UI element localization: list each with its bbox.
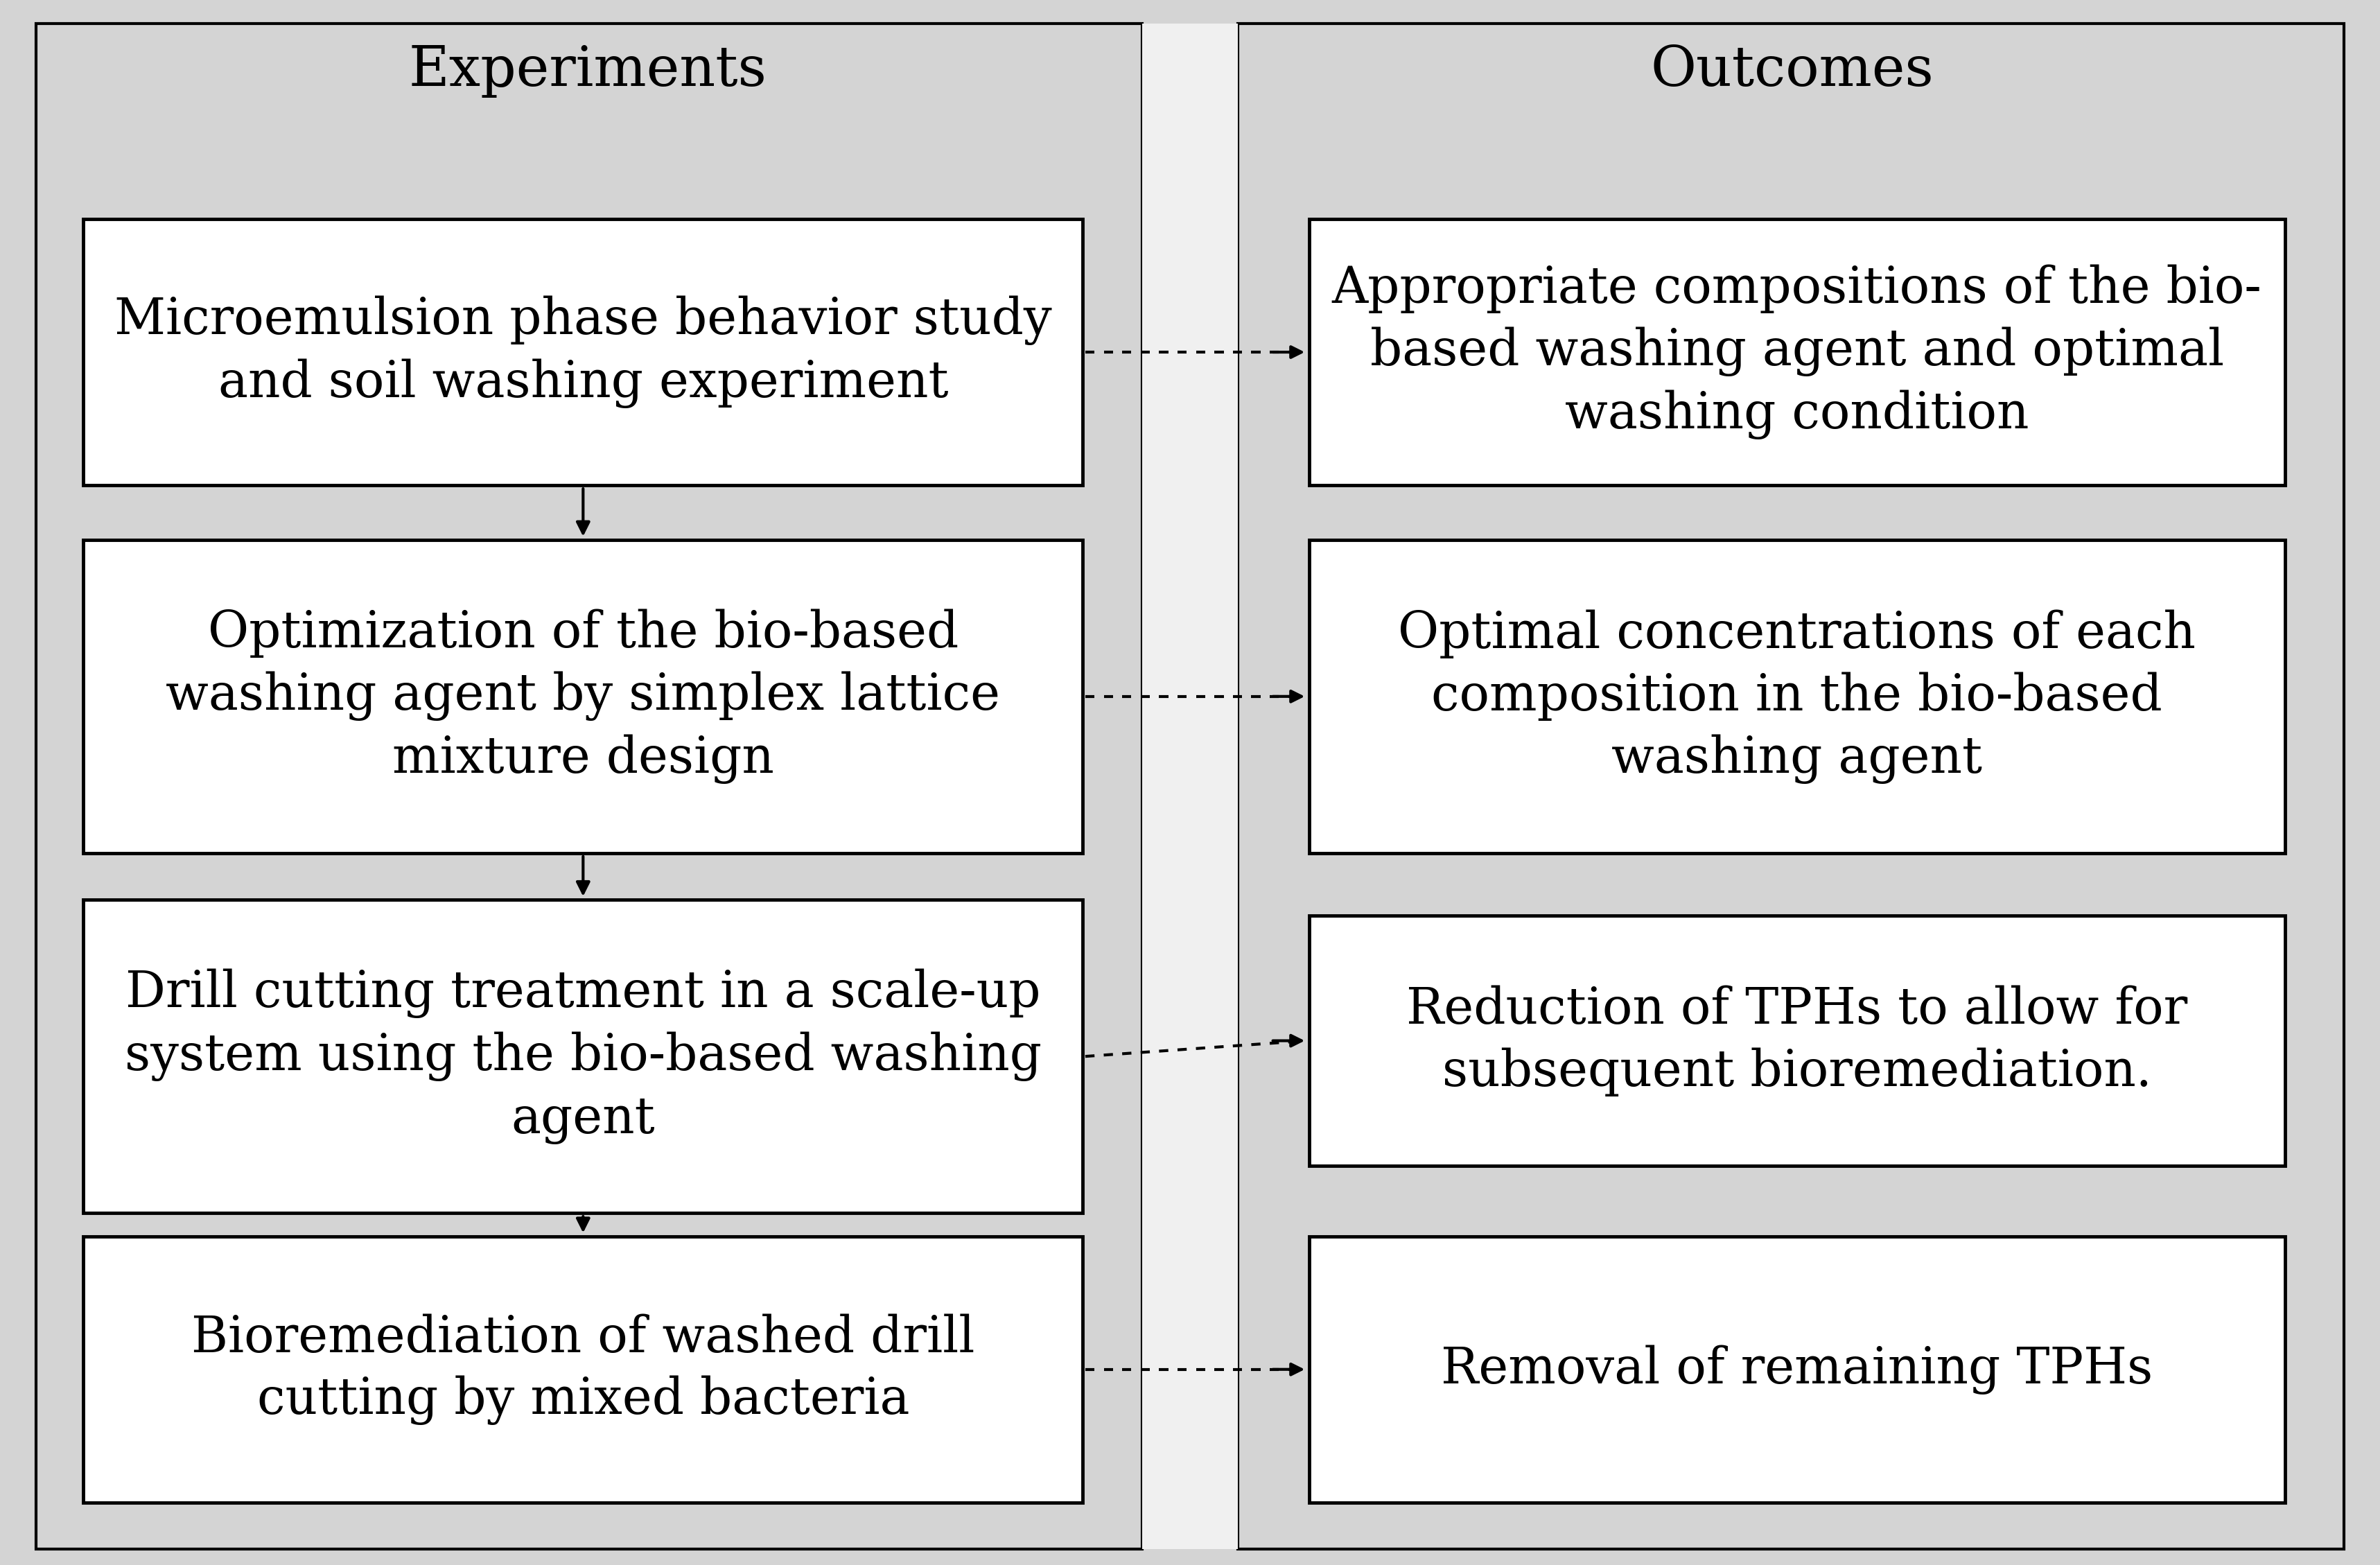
Bar (83, 540, 1083, 853)
Bar (83, 900, 1083, 1213)
Bar (83, 219, 1083, 485)
Text: Drill cutting treatment in a scale-up
system using the bio-based washing
agent: Drill cutting treatment in a scale-up sy… (124, 969, 1042, 1144)
Text: Optimal concentrations of each
composition in the bio-based
washing agent: Optimal concentrations of each compositi… (1397, 609, 2197, 784)
Bar (1238, 23, 2344, 1549)
Text: Bioremediation of washed drill
cutting by mixed bacteria: Bioremediation of washed drill cutting b… (190, 1313, 976, 1426)
Text: Removal of remaining TPHs: Removal of remaining TPHs (1440, 1344, 2154, 1394)
Bar (1309, 219, 2285, 485)
Text: Appropriate compositions of the bio-
based washing agent and optimal
washing con: Appropriate compositions of the bio- bas… (1333, 264, 2261, 440)
Text: Optimization of the bio-based
washing agent by simplex lattice
mixture design: Optimization of the bio-based washing ag… (167, 609, 1000, 784)
Bar (1309, 916, 2285, 1166)
Text: Outcomes: Outcomes (1649, 44, 1935, 97)
Bar (1309, 1236, 2285, 1502)
Bar (1142, 23, 1238, 1549)
Bar (1309, 540, 2285, 853)
Text: Microemulsion phase behavior study
and soil washing experiment: Microemulsion phase behavior study and s… (114, 296, 1052, 408)
Text: Experiments: Experiments (409, 44, 766, 97)
Bar (36, 23, 1142, 1549)
Text: Reduction of TPHs to allow for
subsequent bioremediation.: Reduction of TPHs to allow for subsequen… (1407, 984, 2187, 1097)
Bar (83, 1236, 1083, 1502)
